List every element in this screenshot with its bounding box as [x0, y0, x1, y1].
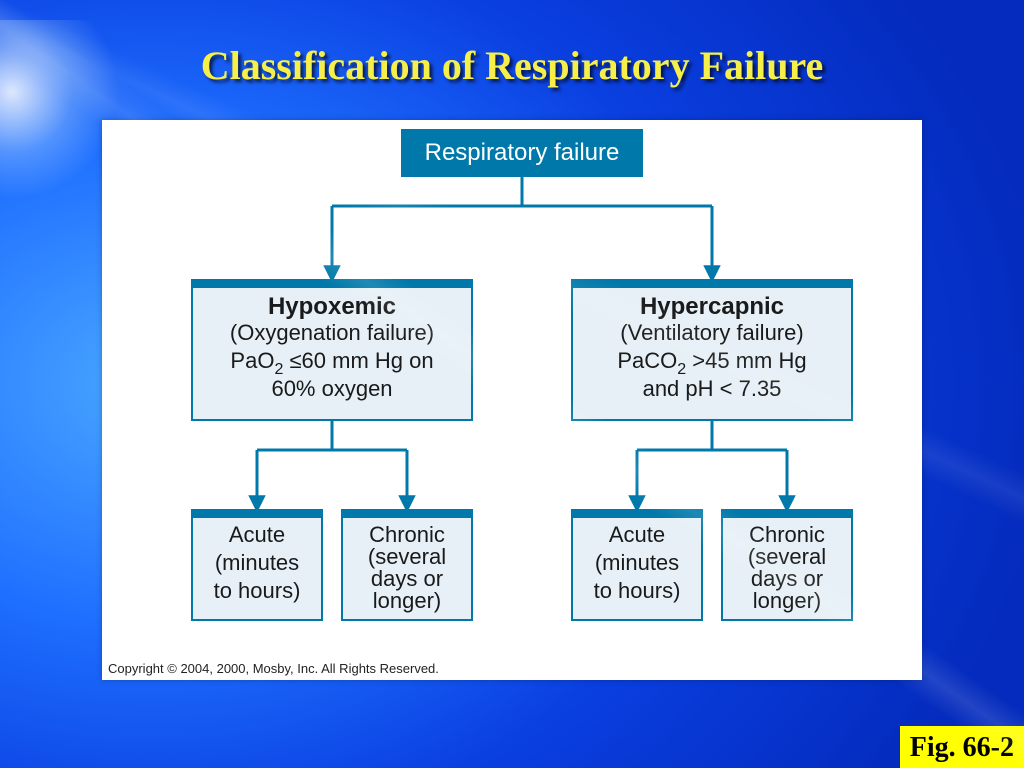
copyright-text: Copyright © 2004, 2000, Mosby, Inc. All … [108, 661, 439, 676]
flow-node-hypox: Hypoxemic(Oxygenation failure)PaO2 ≤60 m… [192, 280, 472, 420]
figure-number-badge: Fig. 66-2 [900, 726, 1024, 768]
flow-node-h1a: Acute (minutes to hours) [192, 510, 322, 620]
flow-node-root: Respiratory failure [402, 130, 642, 176]
svg-text:60% oxygen: 60% oxygen [271, 376, 392, 401]
svg-text:(Ventilatory failure): (Ventilatory failure) [620, 320, 803, 345]
slide-title: Classification of Respiratory Failure [0, 42, 1024, 89]
svg-text:longer): longer) [753, 588, 821, 613]
slide: Classification of Respiratory Failure Re… [0, 0, 1024, 768]
svg-text:(Oxygenation failure): (Oxygenation failure) [230, 320, 434, 345]
svg-text:Acute: Acute [609, 522, 665, 547]
svg-text:Hypoxemic: Hypoxemic [268, 293, 396, 320]
svg-text:(minutes: (minutes [595, 550, 679, 575]
svg-text:Hypercapnic: Hypercapnic [640, 293, 784, 320]
flow-node-h2c: Chronic(severaldays orlonger) [722, 510, 852, 620]
svg-text:longer): longer) [373, 588, 441, 613]
svg-text:Acute: Acute [229, 522, 285, 547]
flowchart-figure: Respiratory failure Hypoxemic(Oxygenation… [102, 120, 922, 680]
svg-text:and pH < 7.35: and pH < 7.35 [643, 376, 782, 401]
svg-text:to hours): to hours) [214, 578, 301, 603]
flow-node-hyper: Hypercapnic(Ventilatory failure)PaCO2 >4… [572, 280, 852, 420]
flow-node-h2a: Acute (minutes to hours) [572, 510, 702, 620]
svg-text:to hours): to hours) [594, 578, 681, 603]
svg-text:Respiratory failure: Respiratory failure [425, 139, 620, 166]
flow-node-h1c: Chronic(severaldays orlonger) [342, 510, 472, 620]
flowchart-svg: Respiratory failure Hypoxemic(Oxygenation… [102, 120, 922, 660]
svg-text:(minutes: (minutes [215, 550, 299, 575]
